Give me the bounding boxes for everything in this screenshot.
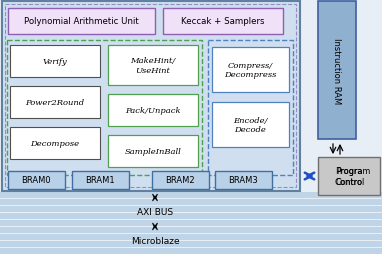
Bar	[212, 48, 289, 93]
Text: Program: Program	[336, 167, 371, 176]
Bar	[208, 41, 293, 175]
Bar	[10, 46, 100, 78]
Bar	[10, 87, 100, 119]
Bar	[0, 213, 382, 219]
Bar	[0, 192, 382, 198]
Bar	[5, 5, 296, 187]
Bar	[0, 227, 382, 233]
Bar	[0, 248, 382, 254]
Bar	[215, 171, 272, 189]
Text: AXI BUS: AXI BUS	[137, 208, 173, 217]
Bar	[152, 171, 209, 189]
Bar	[7, 41, 202, 175]
Bar	[0, 241, 382, 247]
Text: Verify: Verify	[43, 58, 67, 66]
Bar	[318, 157, 380, 195]
Bar	[0, 220, 382, 226]
Text: Control: Control	[336, 178, 365, 187]
Text: Power2Round: Power2Round	[26, 99, 84, 107]
Bar	[163, 9, 283, 35]
Bar	[108, 46, 198, 86]
Bar	[318, 2, 356, 139]
Bar	[8, 171, 65, 189]
Text: Polynomial Arithmetic Unit: Polynomial Arithmetic Unit	[24, 18, 138, 26]
Text: Compress/
Decompress: Compress/ Decompress	[224, 62, 277, 79]
Bar	[212, 103, 289, 147]
Bar	[2, 2, 300, 191]
Bar	[72, 171, 129, 189]
Bar	[0, 234, 382, 240]
Text: Progra
Contro: Progra Contro	[335, 167, 363, 186]
Text: Microblaze: Microblaze	[131, 236, 179, 246]
Text: Pack/Unpack: Pack/Unpack	[125, 107, 181, 115]
Text: BRAM0: BRAM0	[21, 176, 51, 185]
Bar	[0, 206, 382, 212]
Text: BRAM1: BRAM1	[85, 176, 115, 185]
Bar	[108, 135, 198, 167]
Text: BRAM3: BRAM3	[228, 176, 258, 185]
Text: SampleInBall: SampleInBall	[125, 147, 181, 155]
Bar	[8, 9, 155, 35]
Text: Decompose: Decompose	[31, 139, 79, 147]
Bar	[108, 95, 198, 126]
Text: BRAM2: BRAM2	[165, 176, 195, 185]
Text: Keccak + Samplers: Keccak + Samplers	[181, 18, 265, 26]
Text: Instruction RAM: Instruction RAM	[332, 38, 342, 104]
Text: Encode/
Decode: Encode/ Decode	[233, 116, 268, 134]
Bar	[0, 199, 382, 205]
Text: MakeHint/
UseHint: MakeHint/ UseHint	[130, 57, 176, 74]
Bar	[10, 128, 100, 159]
